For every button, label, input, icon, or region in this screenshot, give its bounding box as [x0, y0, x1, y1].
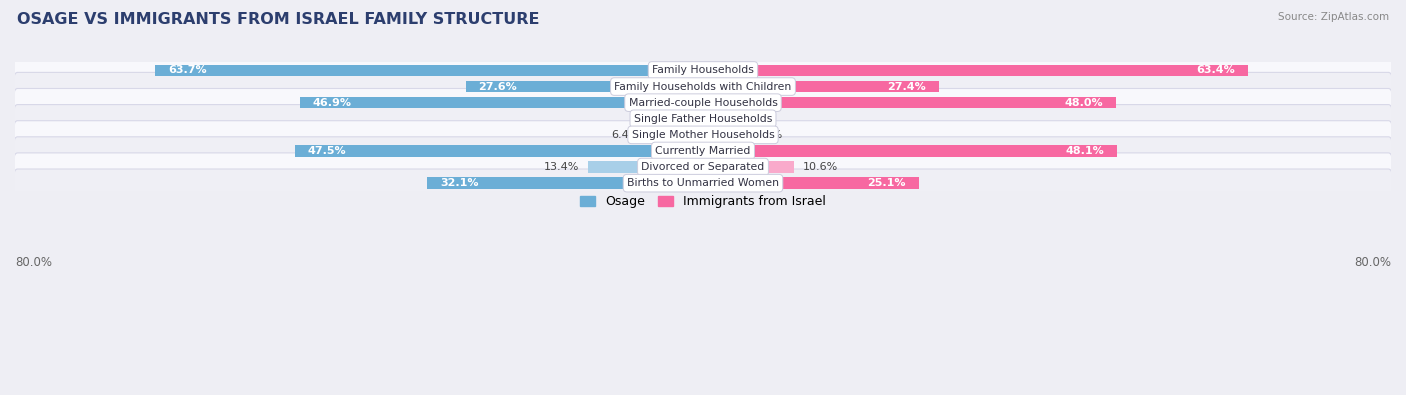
Bar	[703, 177, 920, 189]
Bar	[427, 177, 703, 189]
Text: Married-couple Households: Married-couple Households	[628, 98, 778, 108]
Bar	[299, 97, 703, 109]
Bar	[588, 161, 703, 173]
Text: Births to Unmarried Women: Births to Unmarried Women	[627, 178, 779, 188]
Text: 47.5%: 47.5%	[308, 146, 346, 156]
Bar	[703, 161, 794, 173]
Bar	[703, 145, 1116, 157]
Bar	[703, 129, 747, 141]
Text: Currently Married: Currently Married	[655, 146, 751, 156]
Text: 63.4%: 63.4%	[1197, 66, 1236, 75]
Text: 27.4%: 27.4%	[887, 81, 925, 92]
Text: Single Mother Households: Single Mother Households	[631, 130, 775, 140]
Bar	[703, 113, 718, 124]
Bar	[648, 129, 703, 141]
Bar	[465, 81, 703, 92]
FancyBboxPatch shape	[14, 105, 1392, 133]
Text: 48.1%: 48.1%	[1064, 146, 1104, 156]
FancyBboxPatch shape	[14, 56, 1392, 85]
Legend: Osage, Immigrants from Israel: Osage, Immigrants from Israel	[575, 190, 831, 213]
Text: 80.0%: 80.0%	[1354, 256, 1391, 269]
Text: 80.0%: 80.0%	[15, 256, 52, 269]
Bar	[703, 65, 1249, 76]
Text: Family Households with Children: Family Households with Children	[614, 81, 792, 92]
FancyBboxPatch shape	[14, 169, 1392, 198]
Text: Single Father Households: Single Father Households	[634, 114, 772, 124]
Text: 5.0%: 5.0%	[755, 130, 783, 140]
FancyBboxPatch shape	[14, 137, 1392, 165]
FancyBboxPatch shape	[14, 88, 1392, 117]
FancyBboxPatch shape	[14, 121, 1392, 149]
Text: Divorced or Separated: Divorced or Separated	[641, 162, 765, 172]
Bar	[682, 113, 703, 124]
Bar	[294, 145, 703, 157]
Text: Source: ZipAtlas.com: Source: ZipAtlas.com	[1278, 12, 1389, 22]
Text: 63.7%: 63.7%	[169, 66, 207, 75]
FancyBboxPatch shape	[14, 72, 1392, 101]
Bar	[703, 81, 939, 92]
Text: 1.8%: 1.8%	[727, 114, 755, 124]
Text: 25.1%: 25.1%	[868, 178, 905, 188]
Text: 6.4%: 6.4%	[612, 130, 640, 140]
Text: Family Households: Family Households	[652, 66, 754, 75]
Text: 2.5%: 2.5%	[644, 114, 673, 124]
FancyBboxPatch shape	[14, 153, 1392, 181]
Text: 46.9%: 46.9%	[312, 98, 352, 108]
Text: 32.1%: 32.1%	[440, 178, 478, 188]
Text: 13.4%: 13.4%	[544, 162, 579, 172]
Bar	[703, 97, 1116, 109]
Text: OSAGE VS IMMIGRANTS FROM ISRAEL FAMILY STRUCTURE: OSAGE VS IMMIGRANTS FROM ISRAEL FAMILY S…	[17, 12, 540, 27]
Text: 48.0%: 48.0%	[1064, 98, 1102, 108]
Bar	[155, 65, 703, 76]
Text: 27.6%: 27.6%	[478, 81, 517, 92]
Text: 10.6%: 10.6%	[803, 162, 838, 172]
